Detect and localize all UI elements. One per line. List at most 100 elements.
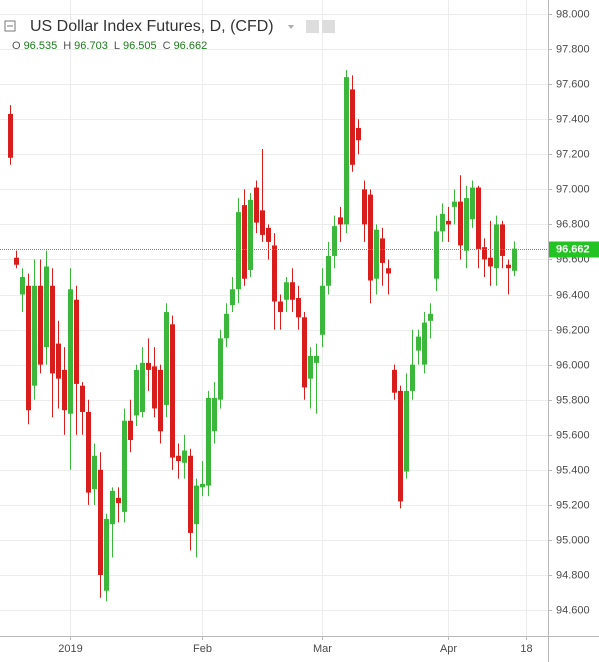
x-tick-label: Apr [440, 643, 457, 655]
candle-body [242, 205, 247, 279]
y-tick-label: 97.000 [556, 183, 590, 195]
candle-body [86, 411, 91, 493]
axes: 94.600 94.800 95.000 95.200 95.400 95.600 95.8… [58, 8, 599, 655]
y-tick-label: 95.800 [556, 394, 590, 406]
x-tick-label: 18 [520, 643, 532, 655]
candle-body [482, 247, 487, 260]
candle-body [476, 187, 481, 249]
y-tick-label: 95.200 [556, 499, 590, 511]
candle-body [116, 497, 121, 504]
candle-body [158, 369, 163, 432]
candle-body [314, 355, 319, 363]
y-tick-label: 97.800 [556, 43, 590, 55]
candle-body [152, 366, 157, 409]
candle-body [80, 385, 85, 412]
candle-body [134, 369, 139, 416]
candle-body [146, 362, 151, 370]
ohlc-letter: H [63, 40, 71, 52]
y-tick-label: 98.000 [556, 8, 590, 20]
candle-body [284, 282, 289, 300]
ohlc-legend: O 96.535 H 96.703 L 96.505 C 96.662 [12, 40, 207, 52]
candle-body [110, 490, 115, 525]
candle-body [200, 483, 205, 488]
candle-body [452, 201, 457, 207]
candle-body [410, 364, 415, 391]
candle-body [434, 231, 439, 279]
y-tick-label: 96.800 [556, 218, 590, 230]
ohlc-value: 96.703 [74, 40, 108, 52]
candle-body [302, 317, 307, 388]
ohlc-value: 96.662 [174, 40, 208, 52]
candle-body [512, 248, 517, 271]
candle-body [38, 285, 43, 365]
candle-body [98, 469, 103, 575]
candle-body [236, 212, 241, 290]
candle-body [56, 343, 61, 379]
settings-icon[interactable] [322, 20, 335, 33]
ohlc-value: 96.505 [123, 40, 157, 52]
candle-body [14, 257, 19, 265]
candle-body [290, 282, 295, 300]
y-tick-label: 97.200 [556, 148, 590, 160]
candle-body [350, 89, 355, 165]
candle-body [338, 217, 343, 225]
candle-body [392, 369, 397, 393]
candle-body [44, 266, 49, 348]
candle-body [128, 420, 133, 441]
candle-body [464, 198, 469, 251]
candle-body [230, 289, 235, 306]
candle-body [356, 127, 361, 141]
candle-body [374, 229, 379, 279]
candle-body [506, 264, 511, 269]
candle-body [380, 238, 385, 263]
candles [0, 70, 548, 602]
ohlc-letter: O [12, 40, 21, 52]
candle-body [104, 518, 109, 591]
candle-body [446, 220, 451, 225]
candle-body [296, 298, 301, 318]
candle-body [32, 285, 37, 386]
y-tick-label: 94.600 [556, 604, 590, 616]
y-tick-label: 96.200 [556, 324, 590, 336]
candle-body [416, 336, 421, 351]
candle-body [164, 312, 169, 405]
candle-body [422, 322, 427, 365]
candle-body [176, 455, 181, 462]
candle-body [62, 369, 67, 411]
y-tick-label: 95.400 [556, 464, 590, 476]
candle-body [404, 390, 409, 472]
candle-body [326, 255, 331, 286]
candle-body [74, 299, 79, 384]
candle-body [500, 224, 505, 256]
candle-body [428, 313, 433, 321]
y-tick-label: 95.600 [556, 429, 590, 441]
ohlc-value: 96.535 [24, 40, 58, 52]
candle-body [224, 313, 229, 339]
y-tick-label: 96.400 [556, 289, 590, 301]
candle-body [260, 210, 265, 235]
candle-body [278, 301, 283, 313]
y-tick-label: 94.800 [556, 569, 590, 581]
ohlc-letter: L [114, 40, 120, 52]
candle-body [440, 213, 445, 232]
candle-body [248, 199, 253, 270]
candle-body [308, 355, 313, 379]
candle-body [494, 224, 499, 269]
candle-body [272, 245, 277, 302]
candle-body [212, 397, 217, 432]
candle-body [488, 257, 493, 267]
y-tick-label: 97.600 [556, 78, 590, 90]
candle-body [254, 187, 259, 223]
candle-body [92, 455, 97, 490]
candle-body [26, 285, 31, 411]
dropdown-arrow[interactable] [288, 25, 294, 29]
last-price-box [549, 241, 599, 258]
candle-body [218, 338, 223, 400]
candle-body [398, 390, 403, 502]
x-tick-label: Feb [193, 643, 212, 655]
candle-body [194, 485, 199, 525]
eye-icon[interactable] [306, 20, 319, 33]
x-tick-label: Mar [313, 643, 332, 655]
